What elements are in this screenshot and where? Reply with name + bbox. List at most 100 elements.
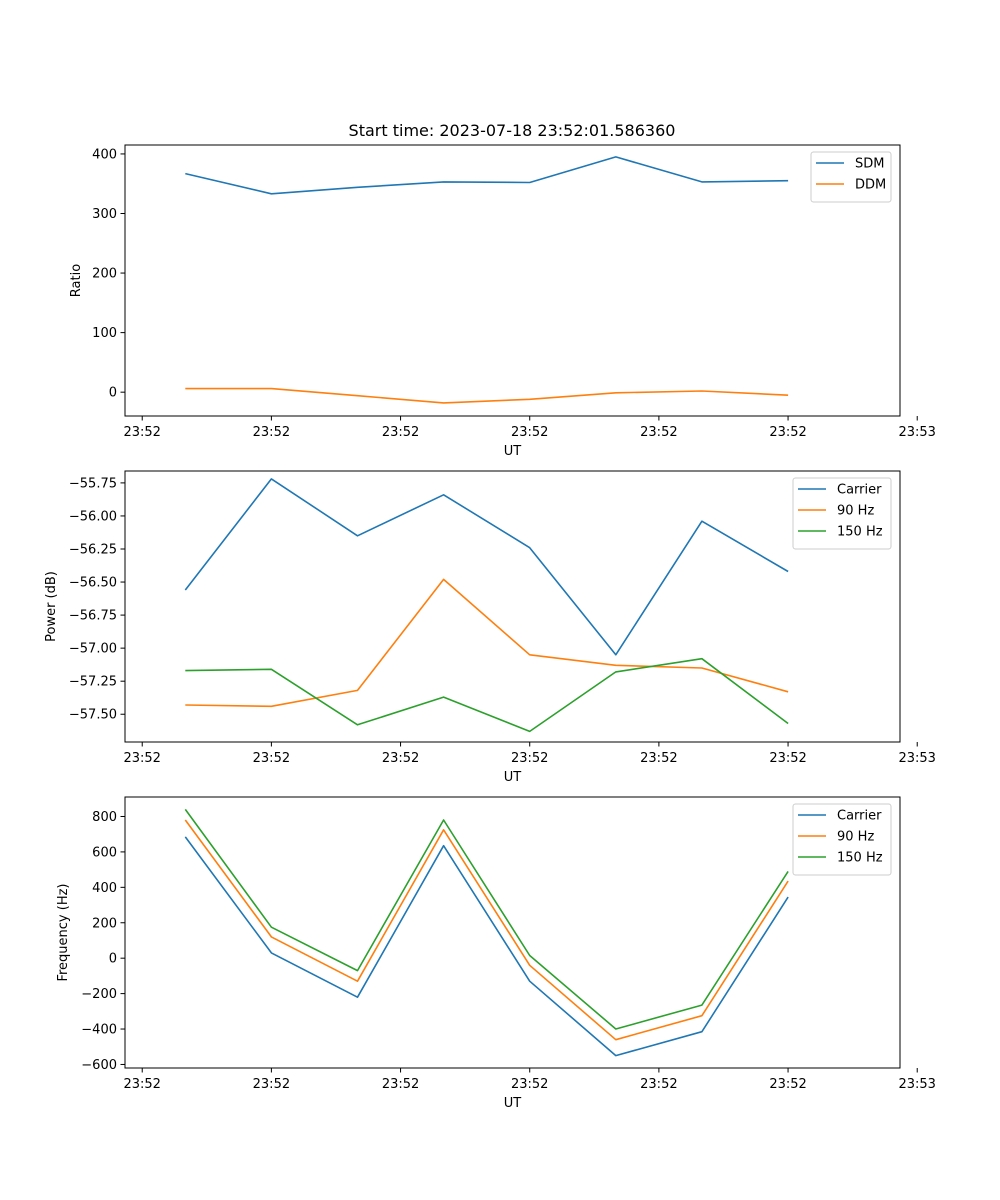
frequency-y-tick-label: 200 — [92, 916, 117, 931]
power-data-point — [184, 704, 186, 706]
power-data-point — [270, 668, 272, 670]
frequency-data-point — [442, 845, 444, 847]
frequency-x-tick-label: 23:53 — [898, 1077, 935, 1092]
frequency-x-tick-label: 23:52 — [123, 1077, 160, 1092]
frequency-y-tick-label: 600 — [92, 845, 117, 860]
power-data-point — [701, 667, 703, 669]
ratio-data-point — [442, 402, 444, 404]
power-y-tick-label: −57.00 — [69, 642, 117, 657]
power-axes-frame — [124, 470, 901, 743]
power-data-point — [270, 705, 272, 707]
power-data-point — [615, 671, 617, 673]
frequency-data-point — [356, 980, 358, 982]
ratio-data-point — [356, 186, 358, 188]
frequency-y-axis-label: Frequency (Hz) — [56, 883, 71, 981]
frequency-data-point — [787, 896, 789, 898]
power-data-point — [701, 658, 703, 660]
ratio-x-axis-label: UT — [504, 444, 522, 459]
frequency-y-tick-label: −400 — [81, 1023, 117, 1038]
frequency-data-point — [701, 1004, 703, 1006]
frequency-data-point — [184, 819, 186, 821]
frequency-y-tick-label: −200 — [81, 987, 117, 1002]
frequency-legend-label: Carrier — [837, 809, 882, 824]
ratio-data-point — [529, 398, 531, 400]
power-data-point — [270, 478, 272, 480]
ratio-x-tick-label: 23:52 — [769, 425, 806, 440]
ratio-data-point — [184, 172, 186, 174]
ratio-data-point — [529, 181, 531, 183]
power-data-point — [787, 691, 789, 693]
power-data-point — [701, 520, 703, 522]
ratio-y-tick-label: 300 — [92, 207, 117, 222]
power-y-tick-label: −56.25 — [69, 542, 117, 557]
frequency-data-point — [529, 980, 531, 982]
frequency-x-tick-label: 23:52 — [769, 1077, 806, 1092]
frequency-data-point — [356, 996, 358, 998]
power-y-tick-label: −56.75 — [69, 609, 117, 624]
power-data-point — [184, 589, 186, 591]
frequency-data-point — [529, 964, 531, 966]
power-data-point — [615, 654, 617, 656]
ratio-x-tick-label: 23:52 — [511, 425, 548, 440]
frequency-data-point — [701, 1015, 703, 1017]
power-legend-label: Carrier — [837, 483, 882, 498]
ratio-data-point — [442, 181, 444, 183]
ratio-legend-label: DDM — [855, 178, 886, 193]
ratio-y-axis-label: Ratio — [69, 264, 84, 297]
power-data-point — [615, 664, 617, 666]
power-data-point — [356, 689, 358, 691]
power-x-tick-label: 23:53 — [898, 751, 935, 766]
frequency-data-point — [529, 954, 531, 956]
ratio-x-tick-label: 23:52 — [382, 425, 419, 440]
power-x-tick-label: 23:52 — [253, 751, 290, 766]
frequency-series-line-carrier — [184, 836, 789, 1057]
power-y-tick-label: −56.50 — [69, 576, 117, 591]
ratio-data-point — [270, 193, 272, 195]
frequency-data-point — [184, 808, 186, 810]
frequency-data-point — [442, 829, 444, 831]
ratio-panel: 23:52 23:52 23:52 23:52 23:52 23:52 23:53 0 100 2… — [69, 144, 936, 459]
frequency-data-point — [442, 819, 444, 821]
ratio-data-point — [615, 156, 617, 158]
ratio-y-tick-label: 200 — [92, 267, 117, 282]
power-x-tick-label: 23:52 — [123, 751, 160, 766]
power-series-line-150-hz — [185, 657, 789, 733]
frequency-x-tick-label: 23:52 — [640, 1077, 677, 1092]
power-data-point — [184, 669, 186, 671]
power-x-tick-label: 23:52 — [382, 751, 419, 766]
power-y-tick-label: −55.75 — [69, 476, 117, 491]
ratio-data-point — [701, 181, 703, 183]
figure-title: Start time: 2023-07-18 23:52:01.586360 — [349, 121, 676, 140]
frequency-x-tick-label: 23:52 — [511, 1077, 548, 1092]
power-data-point — [356, 535, 358, 537]
power-data-point — [529, 730, 531, 732]
power-data-point — [787, 570, 789, 572]
frequency-y-tick-label: −600 — [81, 1058, 117, 1073]
ratio-x-tick-label: 23:52 — [253, 425, 290, 440]
ratio-legend-label: SDM — [855, 157, 884, 172]
frequency-data-point — [701, 1030, 703, 1032]
frequency-y-tick-label: 400 — [92, 881, 117, 896]
power-y-tick-label: −57.50 — [69, 708, 117, 723]
frequency-data-point — [787, 880, 789, 882]
frequency-data-point — [270, 952, 272, 954]
power-y-tick-label: −56.00 — [69, 509, 117, 524]
frequency-y-tick-label: 800 — [92, 810, 117, 825]
ratio-axes-frame — [124, 144, 901, 417]
ratio-data-point — [701, 390, 703, 392]
ratio-data-point — [787, 180, 789, 182]
ratio-y-tick-label: 0 — [109, 386, 117, 401]
ratio-data-point — [615, 392, 617, 394]
ratio-data-point — [270, 387, 272, 389]
power-panel: 23:52 23:52 23:52 23:52 23:52 23:52 23:53 −57.5… — [44, 470, 936, 785]
power-series-line-carrier — [184, 478, 789, 656]
frequency-panel: 23:52 23:52 23:52 23:52 23:52 23:52 23:53 −600 −… — [56, 796, 936, 1111]
power-series-line-90-hz — [185, 578, 789, 708]
frequency-data-point — [787, 870, 789, 872]
power-data-point — [442, 696, 444, 698]
frequency-y-tick-label: 0 — [109, 952, 117, 967]
frequency-data-point — [184, 836, 186, 838]
ratio-x-tick-label: 23:52 — [640, 425, 677, 440]
frequency-data-point — [615, 1054, 617, 1056]
